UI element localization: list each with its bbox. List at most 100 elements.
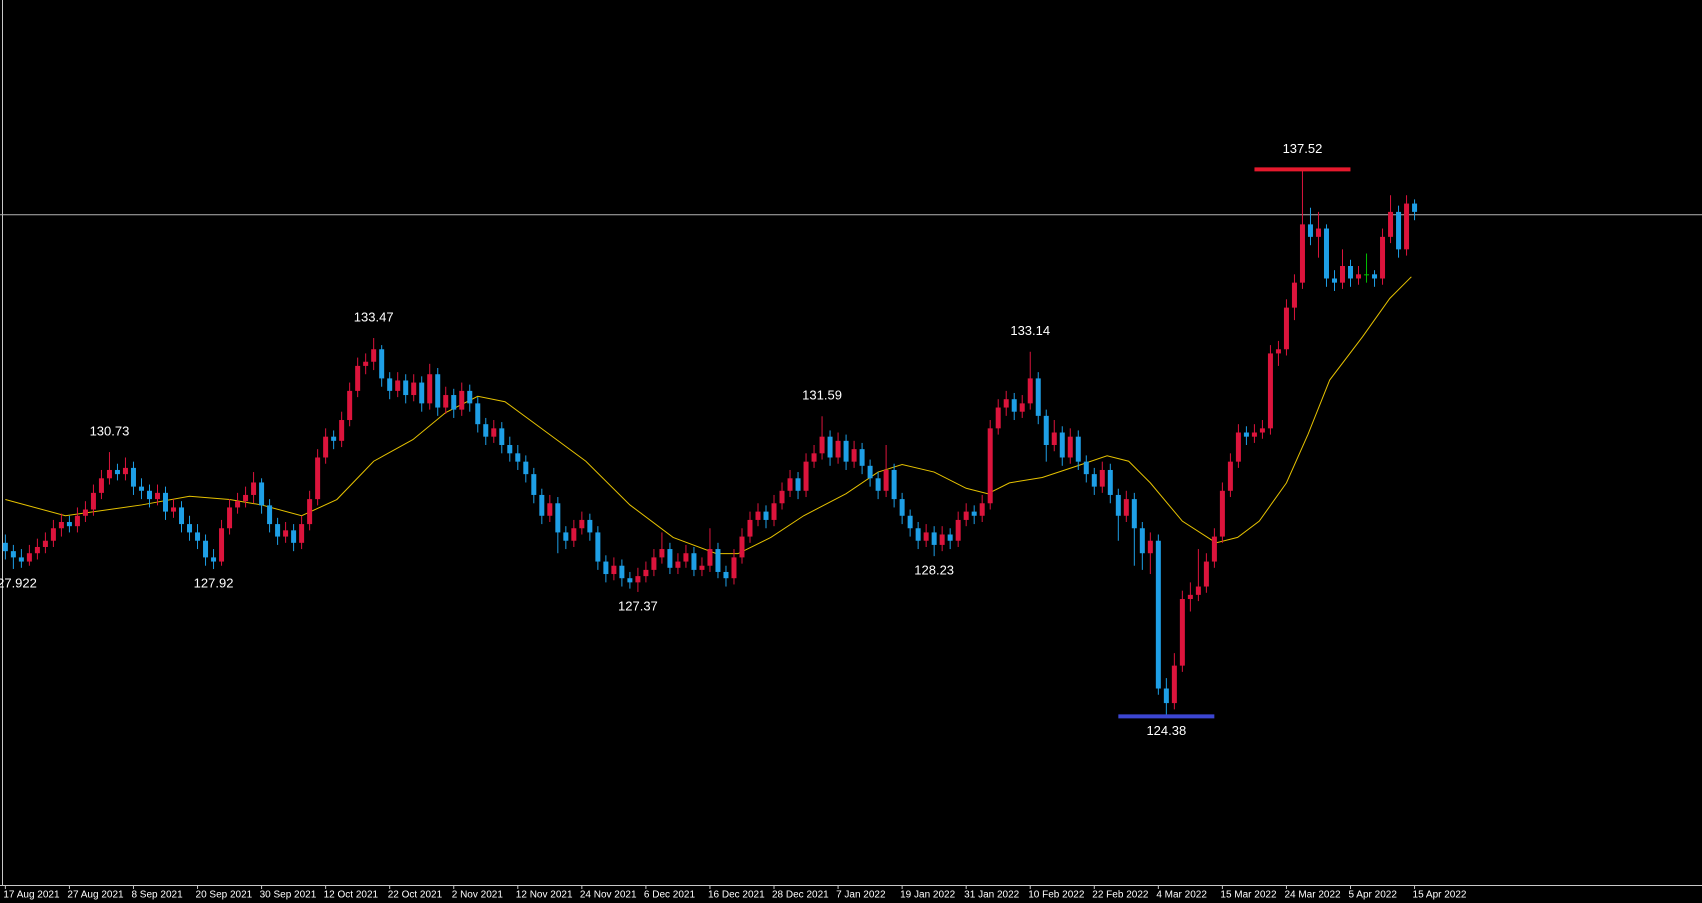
candle-body: [963, 511, 969, 520]
candle-body: [1099, 469, 1105, 487]
candle-body: [1203, 561, 1209, 587]
candle-body: [491, 428, 497, 437]
x-tick-label: 24 Nov 2021: [580, 890, 637, 901]
x-tick-label: 5 Apr 2022: [1349, 890, 1398, 901]
candle-body: [1139, 528, 1145, 554]
candle-body: [267, 505, 273, 525]
candle-body: [435, 374, 441, 408]
x-tick-label: 12 Nov 2021: [516, 890, 573, 901]
candle-body: [651, 557, 657, 570]
candle-body: [939, 534, 945, 545]
price-annotation: 127.37: [618, 598, 658, 613]
candle-body: [1267, 353, 1273, 429]
price-annotation: 128.23: [914, 563, 954, 578]
candle-body: [211, 557, 217, 562]
candle-body: [971, 511, 977, 516]
candle-body: [307, 499, 313, 525]
candle-body: [1003, 399, 1009, 408]
candle-body: [987, 428, 993, 504]
candle-body: [50, 528, 56, 541]
candle-body: [171, 507, 177, 512]
candle-body: [451, 395, 457, 410]
candle-body: [763, 511, 769, 520]
candle-body: [371, 349, 377, 362]
x-tick-label: 17 Aug 2021: [3, 890, 60, 901]
candle-body: [1155, 540, 1161, 689]
candle-body: [547, 503, 553, 516]
candle-body: [339, 420, 345, 441]
candle-body: [1412, 203, 1418, 212]
candle-body: [1315, 228, 1321, 237]
candle-body: [291, 530, 297, 543]
candle-body: [323, 436, 329, 458]
candle-body: [899, 499, 905, 516]
candle-body: [579, 519, 585, 529]
candle-body: [555, 503, 561, 533]
candle-body: [1075, 436, 1081, 462]
candle-body: [1115, 494, 1121, 516]
candle-body: [251, 482, 257, 495]
x-tick-label: 22 Oct 2021: [388, 890, 443, 901]
candle-body: [571, 528, 577, 541]
candle-body: [1211, 536, 1217, 562]
x-tick-label: 15 Mar 2022: [1220, 890, 1277, 901]
candle-body: [691, 553, 697, 570]
candle-body: [138, 486, 144, 491]
candle-body: [411, 382, 417, 396]
candle-body: [531, 474, 537, 495]
candle-body: [1339, 265, 1345, 283]
candle-body: [1259, 428, 1265, 433]
candle-body: [98, 478, 104, 493]
candle-body: [475, 403, 481, 425]
candle-body: [1027, 378, 1033, 404]
candle-body: [835, 440, 841, 458]
candle-body: [427, 374, 433, 404]
candle-body: [1275, 349, 1281, 354]
candle-body: [90, 492, 96, 510]
candle-body: [779, 490, 785, 504]
x-tick-label: 16 Dec 2021: [708, 890, 765, 901]
x-tick-label: 24 Mar 2022: [1284, 890, 1341, 901]
candle-body: [843, 440, 849, 462]
candle-body: [1123, 499, 1129, 516]
candle-body: [130, 467, 136, 487]
candle-body: [499, 428, 505, 445]
candle-body: [827, 436, 833, 458]
candle-body: [1364, 274, 1370, 276]
price-annotation: 133.14: [1010, 323, 1050, 338]
candle-body: [154, 492, 160, 500]
candle-body: [347, 390, 353, 421]
candle-body: [563, 532, 569, 541]
candle-body: [1396, 211, 1402, 250]
candle-body: [243, 494, 249, 502]
x-tick-label: 15 Apr 2022: [1413, 890, 1467, 901]
price-annotation: 124.38: [1146, 723, 1186, 738]
candle-body: [395, 380, 401, 391]
candle-body: [819, 436, 825, 454]
candle-body: [1043, 415, 1049, 445]
candle-body: [259, 482, 265, 506]
price-annotation: 127.922: [0, 575, 37, 590]
candle-body: [619, 565, 625, 579]
candle-body: [883, 469, 889, 491]
candle-body: [867, 465, 873, 479]
candle-body: [1171, 665, 1177, 704]
candle-body: [1404, 203, 1410, 250]
candle-body: [635, 576, 641, 583]
candle-body: [699, 565, 705, 570]
candle-body: [675, 561, 681, 568]
candle-body: [1331, 278, 1337, 283]
candle-body: [331, 436, 337, 441]
price-annotation: 131.59: [802, 388, 842, 403]
candle-body: [419, 382, 425, 404]
candle-body: [10, 551, 16, 558]
candle-body: [603, 561, 609, 575]
candle-body: [627, 578, 633, 583]
candle-body: [747, 519, 753, 537]
x-tick-label: 19 Jan 2022: [900, 890, 955, 901]
candle-body: [1059, 432, 1065, 458]
x-tick-label: 7 Jan 2022: [836, 890, 886, 901]
candle-body: [955, 519, 961, 541]
candle-body: [179, 507, 185, 525]
